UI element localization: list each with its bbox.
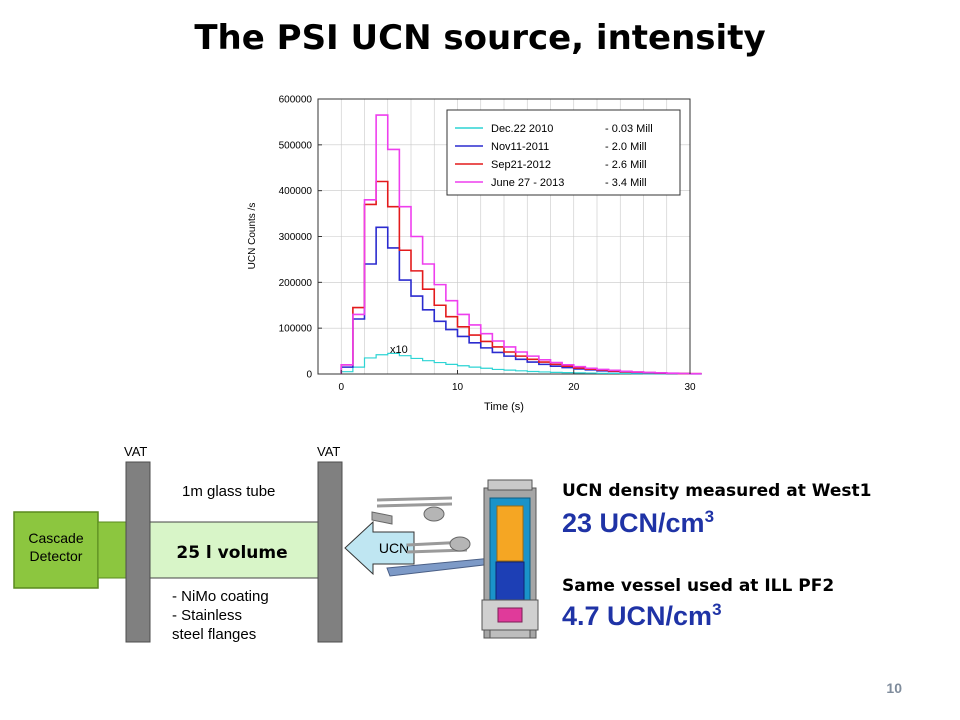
ill-value-text: 4.7 UCN/cm (562, 601, 713, 631)
volume-label: 25 l volume (176, 543, 287, 563)
chart-legend: Dec.22 2010 - 0.03 Mill Nov11-2011 - 2.0 Mi… (446, 109, 681, 196)
legend-value-2: - 2.0 Mill (605, 141, 647, 153)
x-tick-label: 0 (338, 382, 344, 393)
apparatus-diagram: Cascade Detector VAT VAT 1m glass tube 2… (12, 440, 552, 655)
y-tick-label: 300000 (279, 232, 313, 243)
x-tick-label: 20 (568, 382, 580, 393)
y-tick-label: 200000 (279, 278, 313, 289)
coating-line-2: - Stainless (172, 607, 242, 624)
legend-value-4: - 3.4 Mill (605, 177, 647, 189)
vat-left-label: VAT (124, 444, 147, 459)
series-line-4 (340, 114, 702, 375)
ucn-intensity-chart: 0 100000 200000 300000 400000 500000 600000 0 10… (235, 80, 705, 415)
ucn-arrow-label: UCN (379, 540, 409, 556)
coating-line-3: steel flanges (172, 626, 256, 643)
legend-items: Dec.22 2010 - 0.03 Mill Nov11-2011 - 2.0 Mi… (455, 123, 653, 189)
west1-value: 23 UCN/cm3 (562, 507, 714, 539)
legend-label-1: Dec.22 2010 (491, 123, 553, 135)
cascade-detector-box (13, 511, 99, 589)
x-tick-label: 10 (452, 382, 464, 393)
legend-label-2: Nov11-2011 (491, 141, 549, 153)
ucn-arrow (344, 520, 415, 576)
chart-svg: 0 100000 200000 300000 400000 500000 600000 0 10… (247, 95, 702, 413)
x10-annotation: x10 (390, 344, 408, 356)
glass-tube-volume (149, 521, 323, 579)
legend-label-3: Sep21-2012 (491, 159, 551, 171)
detector-label-line1: Cascade (28, 530, 83, 546)
series-line-1 (340, 352, 702, 375)
legend-value-3: - 2.6 Mill (605, 159, 647, 171)
y-tick-label: 400000 (279, 186, 313, 197)
y-axis-label: UCN Counts /s (247, 203, 258, 270)
tick-layer: 0 100000 200000 300000 400000 500000 600000 0 10… (279, 95, 696, 394)
legend-box (446, 109, 681, 196)
ill-value: 4.7 UCN/cm3 (562, 600, 722, 632)
detector-label-line2: Detector (30, 548, 83, 564)
slide-title: The PSI UCN source, intensity (194, 18, 766, 58)
west1-value-text: 23 UCN/cm (562, 508, 705, 538)
vat-valve-left (125, 461, 151, 643)
ill-value-exp: 3 (712, 600, 722, 619)
page-number: 10 (886, 680, 902, 696)
vat-right-label: VAT (317, 444, 340, 459)
y-tick-label: 600000 (279, 95, 313, 106)
y-tick-label: 500000 (279, 140, 313, 151)
y-tick-label: 0 (306, 370, 312, 381)
detector-connector (97, 521, 127, 579)
x-tick-label: 30 (684, 382, 696, 393)
west1-value-exp: 3 (704, 507, 715, 526)
x-axis-label: Time (s) (484, 401, 524, 413)
y-tick-label: 100000 (279, 324, 313, 335)
series-layer (340, 114, 702, 375)
west1-label: UCN density measured at West1 (562, 481, 872, 501)
ucn-source-illustration (371, 479, 539, 639)
coating-line-1: - NiMo coating (172, 588, 269, 605)
legend-value-1: - 0.03 Mill (605, 123, 653, 135)
legend-label-4: June 27 - 2013 (491, 177, 564, 189)
apparatus-svg: Cascade Detector VAT VAT 1m glass tube 2… (13, 444, 539, 643)
glass-tube-label: 1m glass tube (182, 483, 275, 500)
vat-valve-right (317, 461, 343, 643)
ill-label: Same vessel used at ILL PF2 (562, 576, 835, 596)
